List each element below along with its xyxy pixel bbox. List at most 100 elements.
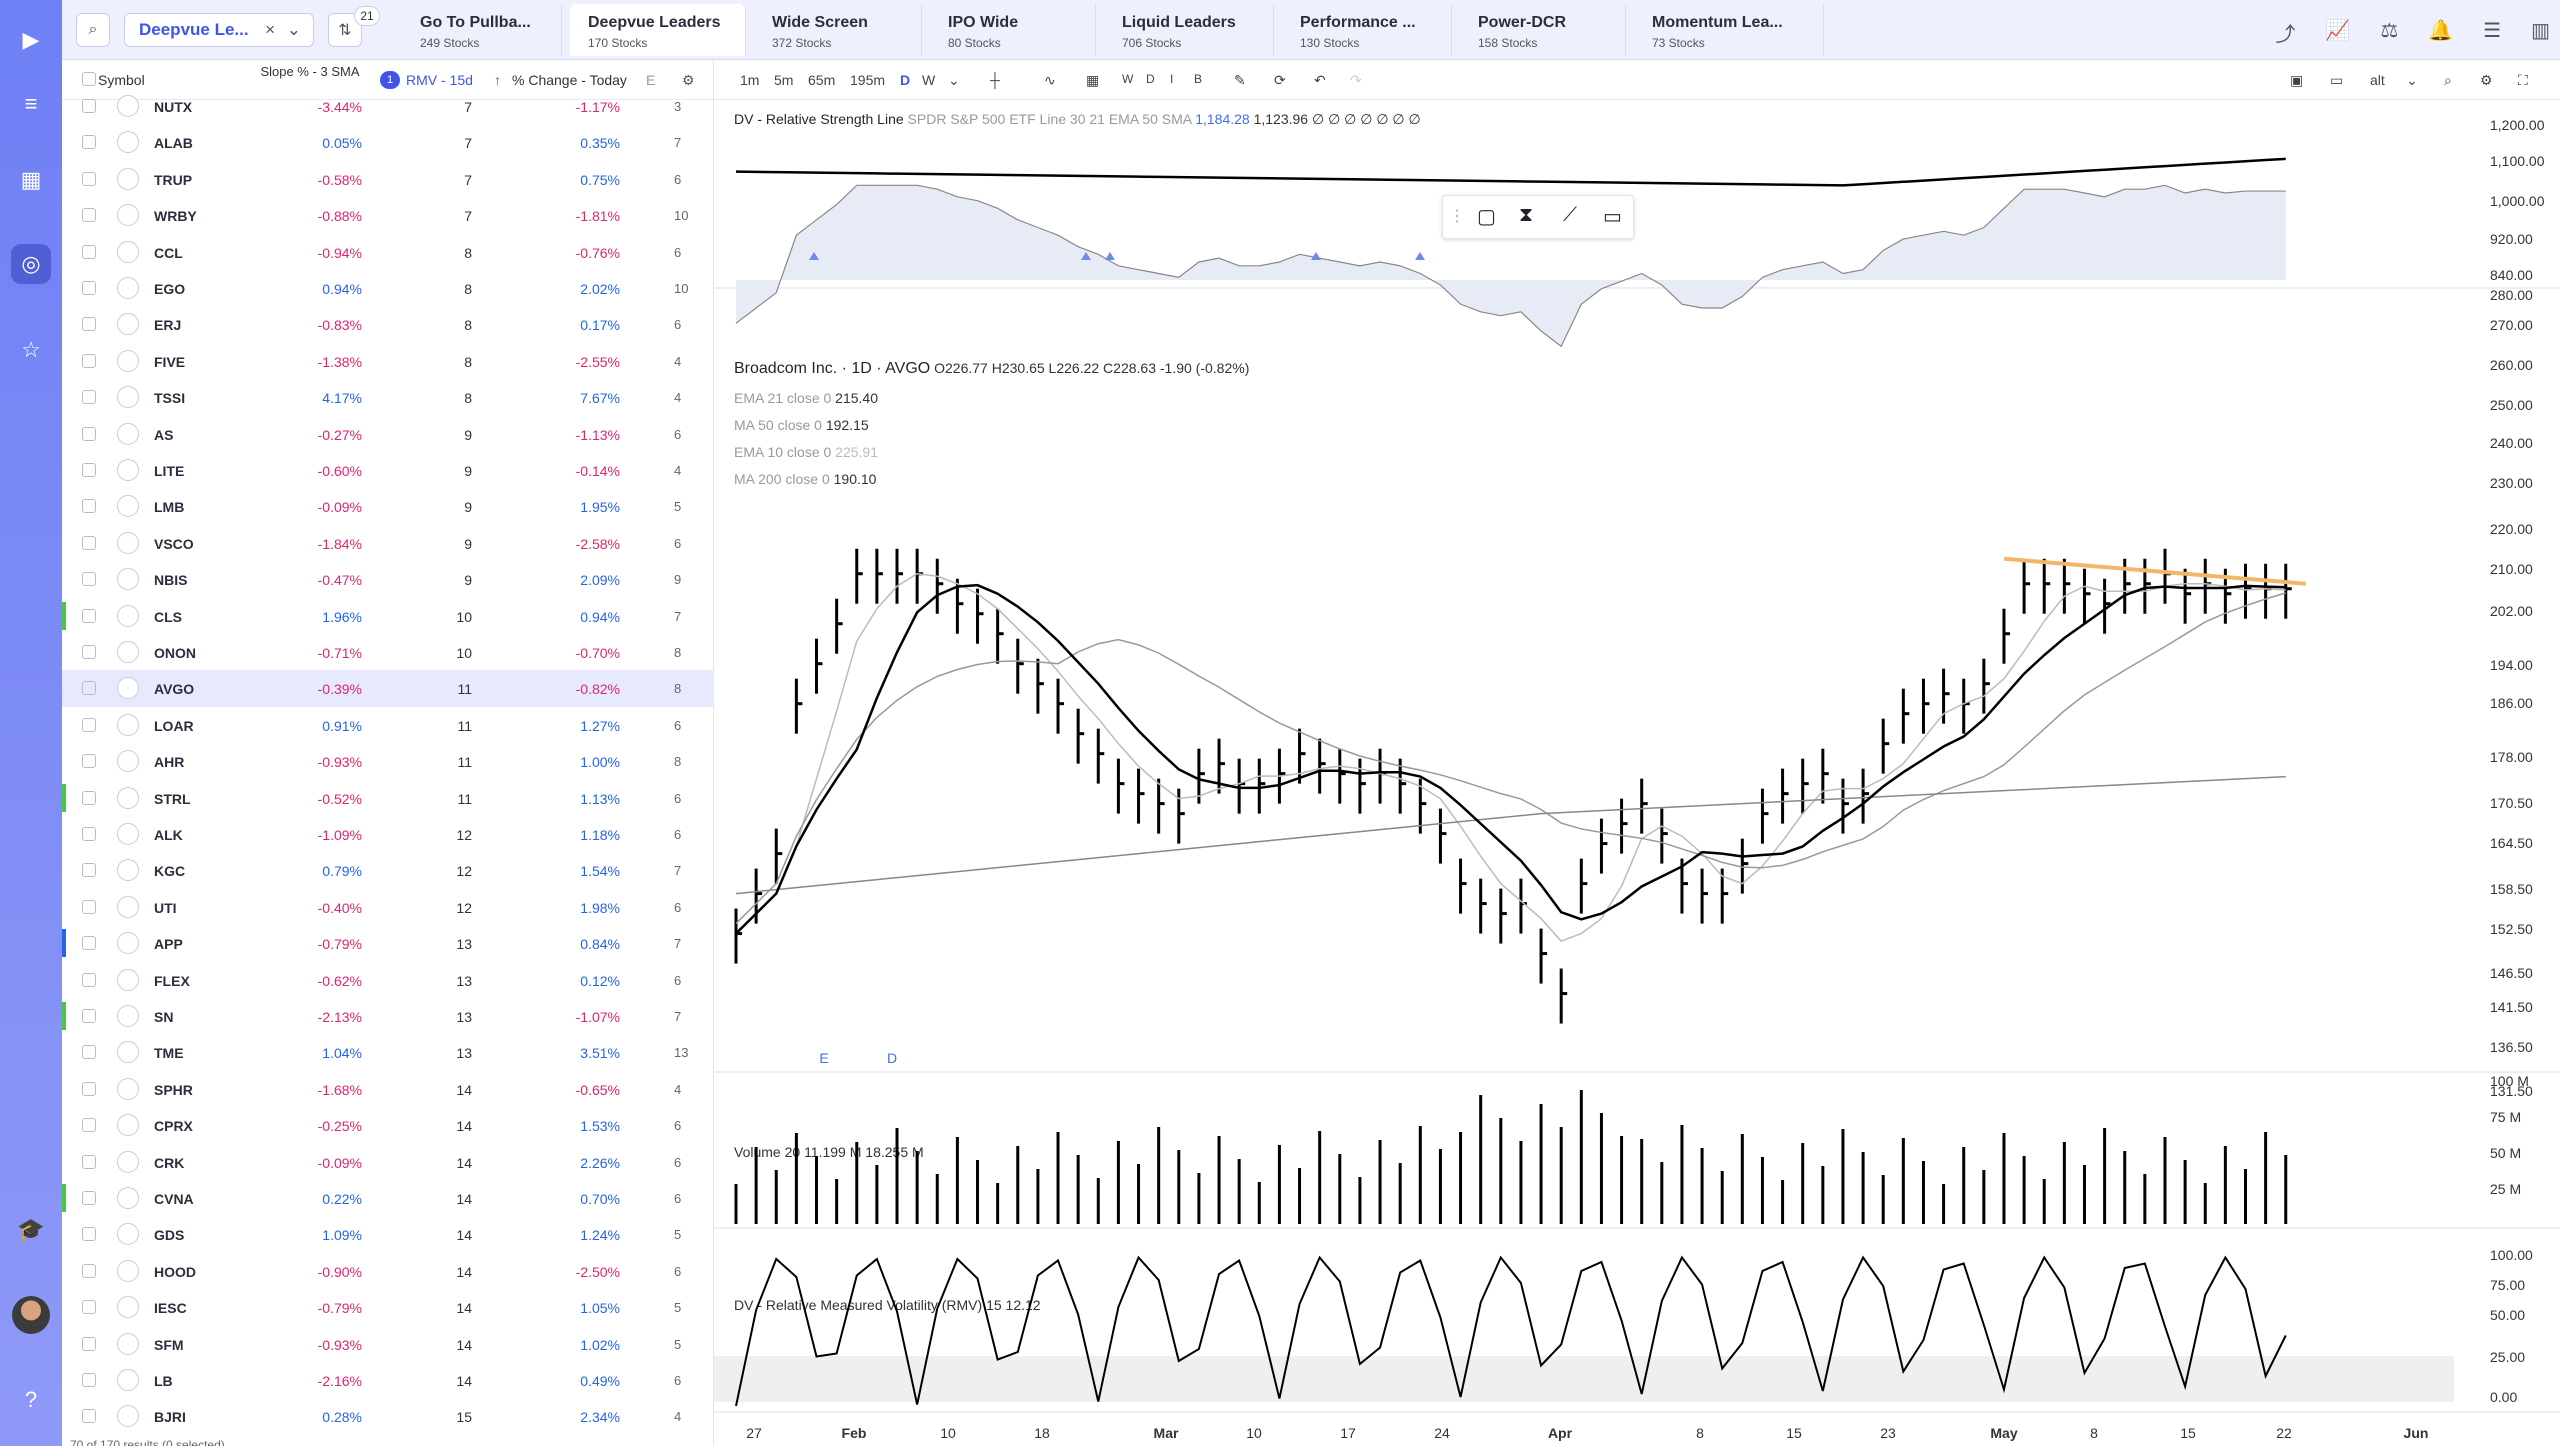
fullscreen-icon[interactable]: ⛶ [2518, 72, 2528, 88]
row-symbol[interactable]: LB [154, 1373, 173, 1389]
row-symbol[interactable]: AS [154, 426, 174, 443]
logo-play-icon[interactable]: ▶ [22, 27, 40, 52]
row-symbol[interactable]: NBIS [154, 572, 188, 589]
row-symbol[interactable]: LMB [154, 499, 185, 516]
row-symbol[interactable]: TME [154, 1045, 184, 1062]
row-symbol[interactable]: BJRI [154, 1409, 186, 1426]
refresh-icon[interactable]: ⟳ [1274, 72, 1286, 88]
row-symbol[interactable]: CCL [154, 244, 183, 261]
alt-label[interactable]: alt [2370, 72, 2385, 88]
row-checkbox[interactable] [82, 1081, 96, 1096]
table-row[interactable]: WRBY -0.88% 7 -1.81% 10 [62, 197, 714, 233]
table-row[interactable]: AS -0.27% 9 -1.13% 6 [62, 416, 714, 452]
gear-icon[interactable]: ⚙ [2480, 72, 2493, 88]
row-symbol[interactable]: CPRX [154, 1118, 193, 1135]
search-icon[interactable]: ⌕ [76, 13, 110, 47]
layout-icon[interactable]: ▦ [1086, 72, 1100, 88]
row-checkbox[interactable] [82, 135, 96, 150]
chevron-down-icon[interactable]: ⌄ [286, 20, 301, 39]
table-row[interactable]: GDS 1.09% 14 1.24% 5 [62, 1216, 714, 1252]
table-row[interactable]: BJRI 0.28% 15 2.34% 4 [62, 1398, 714, 1434]
row-checkbox[interactable] [82, 499, 96, 514]
scale-icon[interactable]: ⚖ [2380, 20, 2399, 42]
table-row[interactable]: CPRX -0.25% 14 1.53% 6 [62, 1107, 714, 1143]
table-row[interactable]: CLS 1.96% 10 0.94% 7 [62, 598, 714, 634]
row-checkbox[interactable] [82, 899, 96, 914]
row-symbol[interactable]: KGC [154, 863, 186, 880]
table-row[interactable]: ONON -0.71% 10 -0.70% 8 [62, 634, 714, 670]
row-symbol[interactable]: GDS [154, 1227, 185, 1244]
panel-icon[interactable]: ▣ [2290, 72, 2304, 88]
row-symbol[interactable]: SFM [154, 1336, 184, 1353]
table-row[interactable]: TME 1.04% 13 3.51% 13 [62, 1034, 714, 1070]
select-all-checkbox[interactable] [82, 72, 96, 86]
candle-tool-icon[interactable]: ⧗ [1519, 204, 1534, 226]
row-symbol[interactable]: LOAR [154, 717, 194, 734]
row-checkbox[interactable] [82, 99, 96, 113]
row-checkbox[interactable] [82, 1409, 96, 1424]
grid-icon[interactable]: ▦ [20, 167, 42, 192]
row-symbol[interactable]: AHR [154, 754, 185, 771]
table-row[interactable]: VSCO -1.84% 9 -2.58% 6 [62, 525, 714, 561]
row-checkbox[interactable] [82, 317, 96, 332]
table-row[interactable]: CVNA 0.22% 14 0.70% 6 [62, 1180, 714, 1216]
settings-icon[interactable]: ⚙ [682, 72, 695, 88]
row-symbol[interactable]: FLEX [154, 972, 190, 989]
col-rmv[interactable]: RMV - 15d [406, 72, 473, 88]
row-checkbox[interactable] [82, 244, 96, 259]
menu-icon[interactable]: ≡ [24, 91, 38, 116]
row-symbol[interactable]: CRK [154, 1154, 185, 1171]
row-checkbox[interactable] [82, 171, 96, 186]
letter-b[interactable]: B [1194, 72, 1203, 86]
tf-5m[interactable]: 5m [774, 72, 794, 88]
table-row[interactable]: LITE -0.60% 9 -0.14% 4 [62, 452, 714, 488]
indicators-icon[interactable]: ∿ [1044, 72, 1056, 88]
columns-icon[interactable]: ▥ [2531, 20, 2550, 42]
avatar[interactable] [12, 1296, 50, 1334]
pencil-icon[interactable]: ✎ [1234, 72, 1246, 88]
row-symbol[interactable]: STRL [154, 790, 191, 807]
list-icon[interactable]: ☰ [2483, 20, 2502, 42]
table-row[interactable]: EGO 0.94% 8 2.02% 10 [62, 270, 714, 306]
row-checkbox[interactable] [82, 645, 96, 659]
table-row[interactable]: APP -0.79% 13 0.84% 7 [62, 925, 714, 961]
table-row[interactable]: ALAB 0.05% 7 0.35% 7 [62, 124, 714, 160]
redo-icon[interactable]: ↷ [1350, 72, 1362, 88]
row-symbol[interactable]: VSCO [154, 535, 194, 552]
tab-deepvue-leaders[interactable]: Deepvue Leaders 170 Stocks [570, 4, 746, 56]
tab-go-to-pullback[interactable]: Go To Pullba... 249 Stocks [402, 4, 562, 56]
table-row[interactable]: AVGO -0.39% 11 -0.82% 8 [62, 670, 714, 707]
chart-canvas[interactable]: 1,200.00 1,100.00 1,000.00 920.00 840.00 280.… [714, 60, 2560, 1446]
tf-1m[interactable]: 1m [740, 72, 760, 88]
clear-icon[interactable]: × [265, 20, 275, 39]
col-symbol[interactable]: Symbol [98, 72, 145, 88]
row-symbol[interactable]: AVGO [154, 681, 195, 698]
drag-handle-icon[interactable]: ⋮ [1449, 208, 1465, 225]
row-symbol[interactable]: SPHR [154, 1081, 193, 1098]
table-row[interactable]: LMB -0.09% 9 1.95% 5 [62, 488, 714, 524]
row-symbol[interactable]: ALAB [154, 135, 193, 152]
row-checkbox[interactable] [82, 608, 96, 623]
row-checkbox[interactable] [82, 463, 96, 477]
row-symbol[interactable]: TRUP [154, 171, 193, 188]
target-icon[interactable]: ◎ [11, 244, 51, 284]
table-row[interactable]: KGC 0.79% 12 1.54% 7 [62, 852, 714, 888]
letter-w[interactable]: W [1122, 72, 1134, 86]
undo-icon[interactable]: ↶ [1314, 72, 1326, 88]
row-checkbox[interactable] [82, 1118, 96, 1133]
row-symbol[interactable]: HOOD [154, 1263, 196, 1280]
row-checkbox[interactable] [82, 972, 96, 987]
star-icon[interactable]: ☆ [21, 337, 41, 362]
row-symbol[interactable]: UTI [154, 899, 177, 916]
row-symbol[interactable]: TSSI [154, 390, 186, 407]
tf-w[interactable]: W [922, 72, 936, 88]
row-checkbox[interactable] [82, 208, 96, 223]
row-symbol[interactable]: ONON [154, 645, 196, 661]
table-row[interactable]: SN -2.13% 13 -1.07% 7 [62, 998, 714, 1034]
row-symbol[interactable]: APP [154, 936, 183, 953]
bell-icon[interactable]: 🔔 [2428, 20, 2454, 42]
row-symbol[interactable]: ALK [154, 827, 183, 843]
row-checkbox[interactable] [82, 1227, 96, 1242]
row-checkbox[interactable] [82, 1300, 96, 1315]
col-slope[interactable]: Slope % - 3 SMA [260, 64, 360, 79]
